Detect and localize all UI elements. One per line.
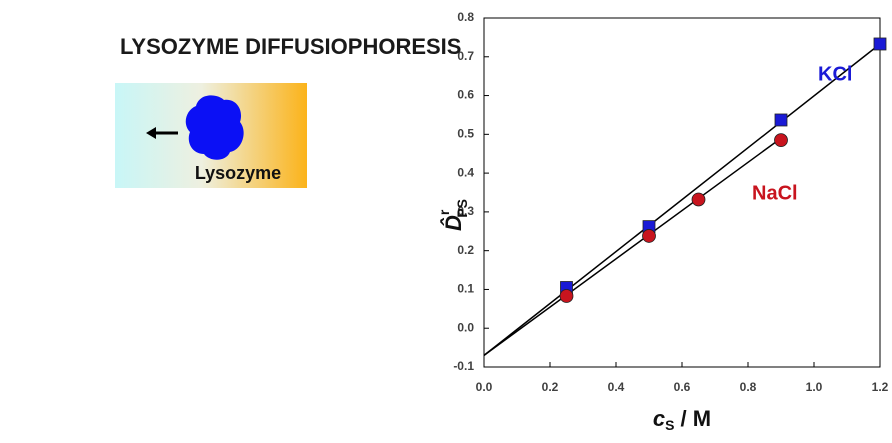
x-axis-label: cS / M — [653, 406, 711, 433]
fit-line — [484, 138, 781, 355]
y-tick-label: 0.5 — [457, 127, 474, 141]
series-label: NaCl — [752, 182, 798, 204]
x-tick-label: 1.0 — [806, 380, 823, 394]
y-tick-label: 0.6 — [457, 88, 474, 102]
x-tick-label: 0.4 — [608, 380, 625, 394]
y-tick-label: 0.0 — [457, 320, 474, 334]
square-marker — [874, 38, 886, 50]
y-tick-label: 0.8 — [457, 10, 474, 24]
x-tick-label: 0.2 — [542, 380, 559, 394]
x-tick-label: 0.0 — [476, 380, 493, 394]
square-marker — [775, 114, 787, 126]
x-label-unit: / M — [681, 406, 712, 431]
circle-marker — [643, 229, 656, 242]
illustration-label: Lysozyme — [195, 163, 281, 183]
circle-marker — [692, 193, 705, 206]
circle-marker — [560, 290, 573, 303]
panel-title: LYSOZYME DIFFUSIOPHORESIS — [120, 34, 461, 59]
x-tick-label: 0.8 — [740, 380, 757, 394]
y-tick-label: -0.1 — [453, 359, 474, 373]
x-label-subscript: S — [665, 417, 674, 433]
y-label-superscript: r — [436, 209, 452, 215]
figure: LYSOZYME DIFFUSIOPHORESIS Lysozyme -0.10… — [0, 0, 892, 438]
y-tick-label: 0.2 — [457, 243, 474, 257]
fit-line — [484, 44, 880, 355]
x-label-symbol: c — [653, 406, 665, 431]
series-label: KCl — [818, 63, 852, 85]
y-tick-label: 0.7 — [457, 49, 474, 63]
y-label-subscript: PS — [454, 199, 470, 218]
y-tick-label: 0.1 — [457, 282, 474, 296]
y-tick-label: 0.4 — [457, 165, 474, 179]
circle-marker — [775, 134, 788, 147]
x-tick-label: 0.6 — [674, 380, 691, 394]
x-tick-label: 1.2 — [872, 380, 889, 394]
